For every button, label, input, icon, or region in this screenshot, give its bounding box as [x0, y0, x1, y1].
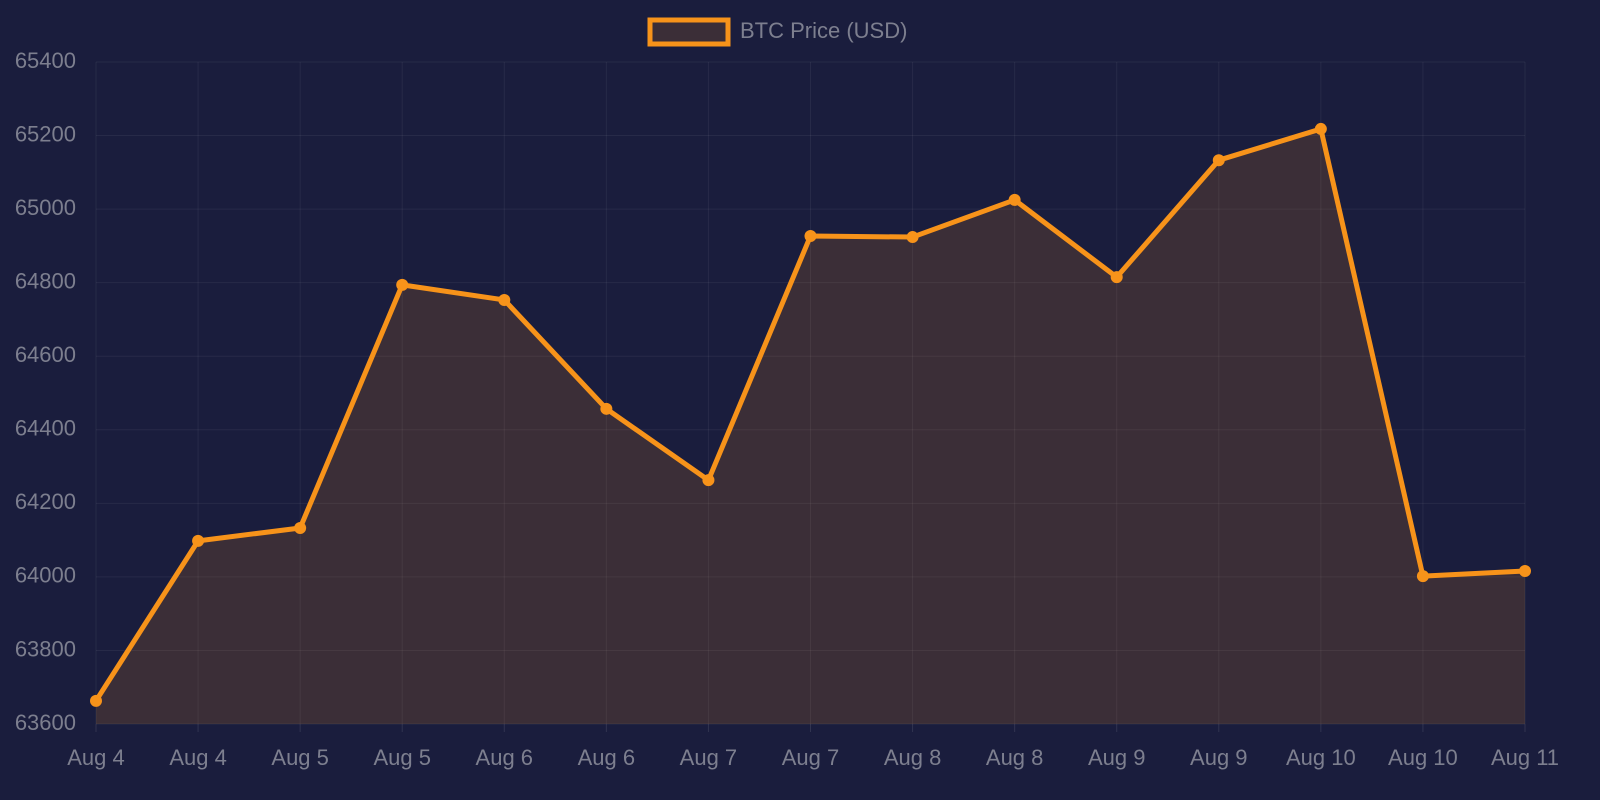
y-tick-label: 64600 [15, 342, 76, 367]
point[interactable] [1212, 154, 1225, 167]
point[interactable] [90, 694, 102, 707]
area [96, 128, 1525, 725]
legend-label[interactable]: BTC Price (USD) [740, 18, 907, 43]
y-tick-label: 64000 [15, 563, 76, 588]
y-tick-label: 63800 [15, 636, 76, 661]
point[interactable] [702, 474, 715, 487]
x-tick-label: Aug 6 [476, 745, 534, 770]
x-tick-label: Aug 10 [1286, 745, 1356, 770]
point[interactable] [1314, 122, 1327, 135]
x-tick-label: Aug 5 [271, 745, 329, 770]
point[interactable] [192, 534, 205, 547]
point[interactable] [498, 293, 511, 306]
point[interactable] [294, 521, 307, 534]
y-tick-label: 65400 [15, 48, 76, 73]
x-tick-label: Aug 6 [578, 745, 636, 770]
x-tick-label: Aug 5 [373, 745, 431, 770]
legend-swatch[interactable] [647, 17, 731, 47]
point[interactable] [600, 402, 613, 415]
x-tick-label: Aug 9 [1088, 745, 1146, 770]
y-tick-label: 65200 [15, 121, 76, 146]
x-tick-label: Aug 7 [680, 745, 738, 770]
point[interactable] [396, 278, 409, 291]
x-tick-label: Aug 11 [1491, 745, 1559, 770]
x-tick-label: Aug 4 [169, 745, 227, 770]
y-tick-label: 65000 [15, 195, 76, 220]
point[interactable] [1008, 193, 1021, 206]
point[interactable] [1416, 570, 1429, 583]
point[interactable] [1110, 271, 1123, 284]
x-tick-label: Aug 4 [67, 745, 125, 770]
y-tick-label: 64200 [15, 489, 76, 514]
x-tick-label: Aug 9 [1190, 745, 1248, 770]
y-tick-label: 63600 [15, 710, 76, 735]
x-tick-label: Aug 8 [986, 745, 1044, 770]
point[interactable] [804, 229, 817, 242]
point[interactable] [1519, 565, 1531, 578]
point[interactable] [906, 231, 919, 244]
y-tick-label: 64400 [15, 416, 76, 441]
y-tick-label: 64800 [15, 268, 76, 293]
x-tick-label: Aug 8 [884, 745, 942, 770]
x-tick-label: Aug 7 [782, 745, 840, 770]
x-tick-label: Aug 10 [1388, 745, 1458, 770]
